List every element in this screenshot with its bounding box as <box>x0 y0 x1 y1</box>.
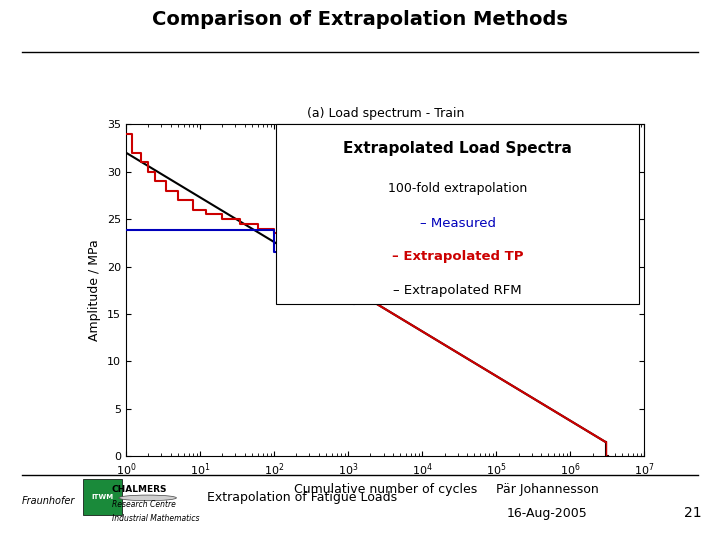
Text: 21: 21 <box>685 507 702 521</box>
Text: Pär Johannesson: Pär Johannesson <box>496 483 598 496</box>
Title: (a) Load spectrum - Train: (a) Load spectrum - Train <box>307 107 464 120</box>
Text: CHALMERS: CHALMERS <box>112 485 167 494</box>
FancyBboxPatch shape <box>276 124 639 303</box>
Text: – Extrapolated RFM: – Extrapolated RFM <box>393 284 522 296</box>
Text: Comparison of Extrapolation Methods: Comparison of Extrapolation Methods <box>152 10 568 30</box>
Text: Extrapolation of Fatigue Loads: Extrapolation of Fatigue Loads <box>207 491 397 504</box>
Text: Fraunhofer: Fraunhofer <box>22 496 75 507</box>
Text: – Extrapolated TP: – Extrapolated TP <box>392 251 523 264</box>
FancyBboxPatch shape <box>83 479 122 515</box>
Text: Research Centre: Research Centre <box>112 501 176 509</box>
Text: Extrapolated Load Spectra: Extrapolated Load Spectra <box>343 141 572 156</box>
Y-axis label: Amplitude / MPa: Amplitude / MPa <box>89 239 102 341</box>
Text: 16-Aug-2005: 16-Aug-2005 <box>507 507 588 520</box>
Text: ITWM: ITWM <box>91 494 114 500</box>
X-axis label: Cumulative number of cycles: Cumulative number of cycles <box>294 483 477 496</box>
Text: – Measured: – Measured <box>420 217 496 230</box>
Circle shape <box>119 495 176 501</box>
Text: Industrial Mathematics: Industrial Mathematics <box>112 515 199 523</box>
Text: 100-fold extrapolation: 100-fold extrapolation <box>388 183 528 195</box>
